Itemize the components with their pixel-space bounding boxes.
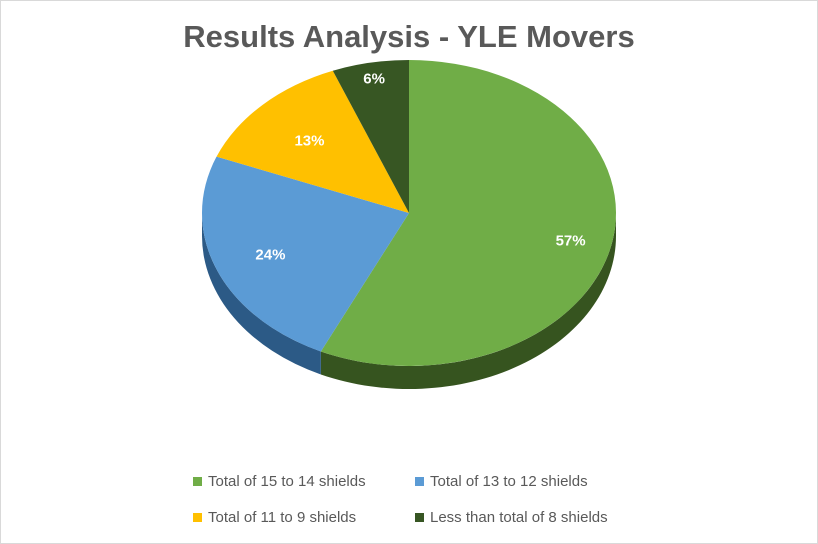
chart-title: Results Analysis - YLE Movers <box>183 19 635 54</box>
legend-swatch-icon <box>415 477 424 486</box>
legend-label: Total of 13 to 12 shields <box>430 473 588 490</box>
data-label-3: 6% <box>363 71 385 88</box>
data-label-0: 57% <box>556 233 586 250</box>
pie-slice-3 <box>332 60 409 213</box>
legend-label: Total of 15 to 14 shields <box>208 473 366 490</box>
legend-swatch-icon <box>193 477 202 486</box>
pie-slice-1 <box>201 156 409 352</box>
legend-swatch-icon <box>415 513 424 522</box>
legend-item-15-14: Total of 15 to 14 shields <box>193 473 366 490</box>
pie-slice-2 <box>216 70 409 213</box>
data-label-1: 24% <box>255 247 285 264</box>
pie-slice-side-1 <box>202 213 321 375</box>
legend-label: Total of 11 to 9 shields <box>208 509 357 526</box>
legend-item-11-9: Total of 11 to 9 shields <box>193 509 356 526</box>
legend-swatch-icon <box>193 513 202 522</box>
data-label-2: 13% <box>294 132 324 149</box>
pie-slice-0 <box>320 60 616 366</box>
legend-item-less-8: Less than total of 8 shields <box>415 509 608 526</box>
pie-chart: 57% 24% 13% 6% <box>201 60 616 390</box>
legend-item-13-12: Total of 13 to 12 shields <box>415 473 588 490</box>
legend-label: Less than total of 8 shields <box>430 509 608 526</box>
pie-slice-side-0 <box>320 213 616 390</box>
chart-legend: Total of 15 to 14 shields Total of 13 to… <box>183 467 653 537</box>
